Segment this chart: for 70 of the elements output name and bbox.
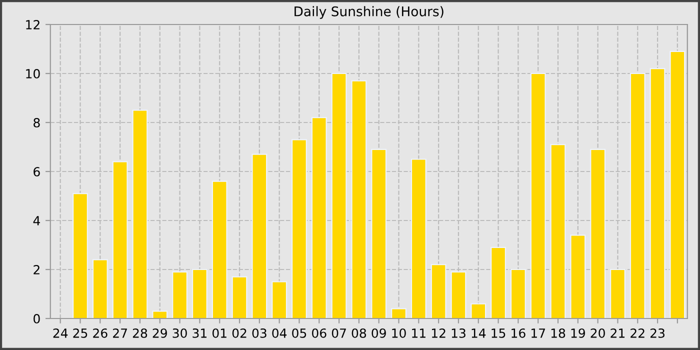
x-tick-label: 27 bbox=[113, 328, 127, 338]
x-tick-label: 16 bbox=[512, 328, 526, 338]
bar bbox=[292, 139, 307, 318]
y-tick-label: 8 bbox=[34, 118, 40, 128]
x-tick-label: 26 bbox=[93, 328, 108, 338]
x-tick-label: 09 bbox=[372, 328, 386, 338]
x-tick-label: 07 bbox=[332, 328, 346, 338]
x-tick-label: 22 bbox=[630, 328, 644, 338]
x-tick-label: 06 bbox=[312, 328, 326, 338]
bar bbox=[410, 158, 426, 318]
x-tick-label: 24 bbox=[53, 328, 68, 338]
x-tick-label: 03 bbox=[252, 328, 266, 338]
x-tick-label: 02 bbox=[232, 328, 246, 338]
x-tick-label: 05 bbox=[292, 328, 306, 338]
bar bbox=[371, 148, 387, 318]
bar bbox=[152, 310, 168, 318]
bar bbox=[490, 246, 506, 318]
y-tick-label: 4 bbox=[33, 216, 40, 226]
x-tick-label: 28 bbox=[132, 328, 148, 338]
bar bbox=[470, 303, 486, 318]
y-tick-label: 0 bbox=[34, 314, 40, 324]
bar bbox=[450, 271, 466, 318]
bar bbox=[272, 281, 288, 318]
x-tick-label: 14 bbox=[472, 328, 486, 338]
chart-title: Daily Sunshine (Hours) bbox=[294, 6, 444, 19]
x-tick-label: 10 bbox=[392, 328, 406, 338]
x-tick-label: 29 bbox=[152, 328, 167, 338]
x-tick-label: 11 bbox=[412, 328, 426, 338]
y-tick-label: 6 bbox=[34, 166, 40, 176]
bar bbox=[391, 308, 406, 318]
bar bbox=[112, 161, 128, 318]
bar bbox=[311, 117, 327, 318]
bar bbox=[252, 154, 268, 318]
x-tick-label: 13 bbox=[452, 328, 466, 338]
bar bbox=[132, 110, 148, 318]
bar bbox=[430, 264, 446, 318]
bar bbox=[610, 268, 626, 318]
y-tick-label: 2 bbox=[34, 264, 40, 274]
y-tick-label: 10 bbox=[26, 68, 40, 78]
x-tick-label: 18 bbox=[551, 328, 566, 338]
bar bbox=[331, 72, 347, 318]
x-tick-label: 30 bbox=[172, 328, 187, 338]
bar bbox=[650, 68, 666, 318]
bar bbox=[630, 72, 646, 318]
x-tick-label: 31 bbox=[192, 328, 206, 338]
x-tick-label: 08 bbox=[352, 328, 366, 338]
bar bbox=[570, 234, 586, 318]
x-tick-label: 21 bbox=[610, 328, 625, 338]
bar bbox=[212, 180, 228, 318]
x-tick-label: 20 bbox=[590, 328, 605, 338]
bar bbox=[232, 276, 248, 318]
x-tick-label: 23 bbox=[650, 328, 664, 338]
x-tick-label: 04 bbox=[272, 328, 287, 338]
bar bbox=[192, 268, 208, 318]
x-tick-label: 01 bbox=[212, 328, 226, 338]
x-tick-label: 19 bbox=[571, 328, 585, 338]
bar bbox=[590, 148, 606, 318]
x-tick-label: 15 bbox=[492, 328, 506, 338]
y-tick-label: 12 bbox=[26, 20, 40, 30]
bar bbox=[670, 50, 686, 318]
bar bbox=[550, 144, 566, 318]
x-tick-label: 25 bbox=[73, 328, 88, 338]
bar bbox=[530, 72, 546, 318]
bar bbox=[172, 271, 188, 318]
bar bbox=[510, 268, 526, 318]
x-tick-label: 12 bbox=[432, 328, 446, 338]
x-tick-label: 17 bbox=[532, 328, 545, 338]
bar bbox=[72, 192, 88, 318]
bar bbox=[351, 80, 367, 318]
bar bbox=[92, 259, 108, 318]
